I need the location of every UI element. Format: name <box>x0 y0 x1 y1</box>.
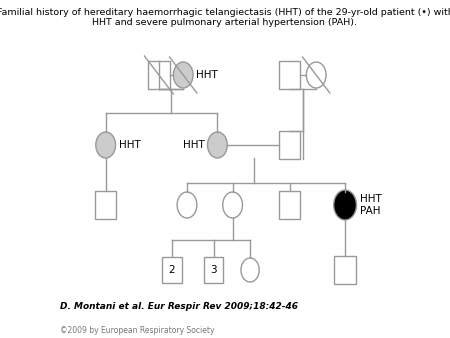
Text: HHT: HHT <box>183 140 204 150</box>
Bar <box>279 191 300 219</box>
Circle shape <box>96 132 116 158</box>
Text: HHT: HHT <box>119 140 140 150</box>
Bar <box>204 257 224 283</box>
Text: D. Montani et al. Eur Respir Rev 2009;18:42-46: D. Montani et al. Eur Respir Rev 2009;18… <box>60 302 298 311</box>
Bar <box>279 61 300 89</box>
Bar <box>334 256 356 284</box>
Bar <box>162 257 182 283</box>
Text: HHT
PAH: HHT PAH <box>360 194 381 216</box>
Text: ©2009 by European Respiratory Society: ©2009 by European Respiratory Society <box>60 326 215 335</box>
Text: 2: 2 <box>168 265 175 275</box>
Bar <box>279 131 300 159</box>
Bar <box>95 191 116 219</box>
Circle shape <box>334 190 356 220</box>
Circle shape <box>177 192 197 218</box>
Circle shape <box>173 62 193 88</box>
Bar <box>148 61 170 89</box>
Text: Familial history of hereditary haemorrhagic telangiectasis (HHT) of the 29-yr-ol: Familial history of hereditary haemorrha… <box>0 8 450 27</box>
Circle shape <box>207 132 227 158</box>
Text: HHT: HHT <box>196 70 218 80</box>
Circle shape <box>241 258 259 282</box>
Circle shape <box>223 192 243 218</box>
Circle shape <box>306 62 326 88</box>
Text: 3: 3 <box>210 265 217 275</box>
